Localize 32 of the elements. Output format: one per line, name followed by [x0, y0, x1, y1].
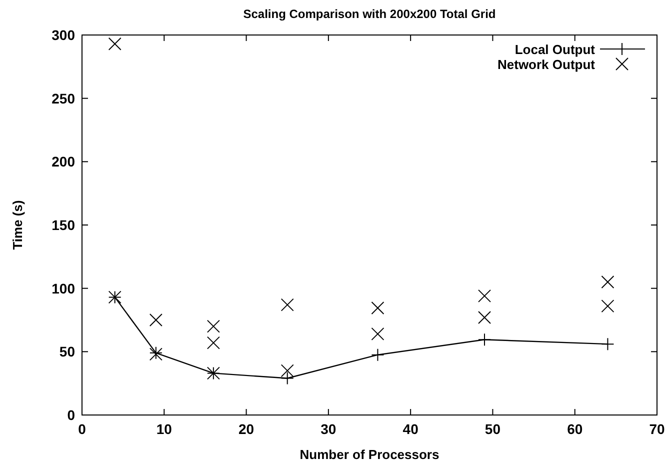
point [371, 327, 384, 340]
x-tick-label: 30 [320, 421, 336, 437]
y-tick-label: 150 [52, 217, 76, 233]
point [371, 301, 384, 314]
legend-label: Local Output [514, 42, 596, 57]
point [478, 289, 491, 302]
point [601, 300, 614, 313]
y-tick-label: 300 [52, 27, 76, 43]
point [206, 336, 220, 350]
legend-label: Network Output [498, 57, 596, 72]
point [108, 37, 122, 50]
point [149, 314, 162, 326]
y-tick-label: 50 [59, 344, 76, 360]
x-tick-label: 40 [402, 421, 419, 437]
y-tick-label: 250 [52, 90, 76, 106]
x-tick-label: 60 [567, 421, 583, 437]
y-tick-label: 100 [52, 280, 76, 296]
x-tick-label: 20 [238, 421, 254, 437]
x-tick-label: 70 [649, 421, 665, 437]
point [206, 320, 220, 333]
point [478, 310, 491, 324]
point [280, 298, 294, 312]
y-axis-title: Time (s) [10, 200, 25, 250]
y-tick-label: 0 [67, 407, 76, 423]
y-tick-label: 200 [52, 154, 76, 170]
x-axis-title: Number of Processors [300, 447, 440, 462]
x-tick-label: 10 [156, 421, 172, 437]
point [280, 364, 294, 378]
x-tick-label: 50 [484, 421, 501, 437]
x-tick-label: 0 [78, 421, 86, 437]
point [601, 276, 614, 288]
chart-title: Scaling Comparison with 200x200 Total Grid [243, 7, 496, 21]
